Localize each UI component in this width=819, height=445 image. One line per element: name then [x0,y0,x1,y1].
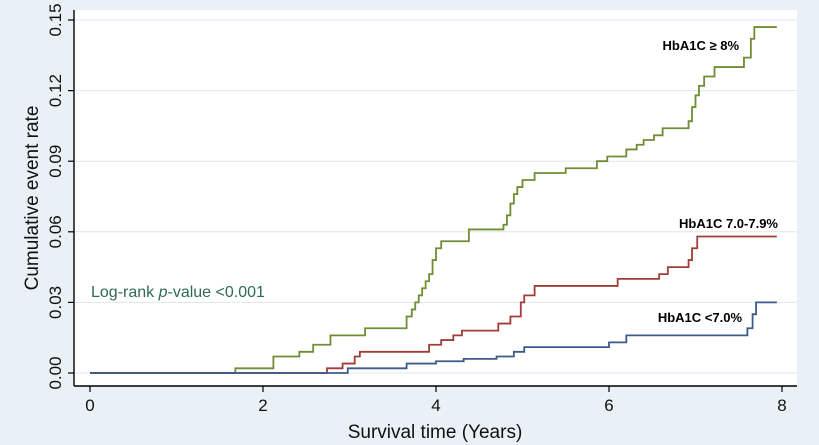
x-tick-label: 8 [777,396,786,415]
logrank-p: p [158,284,168,301]
x-tick-label: 0 [85,396,94,415]
y-tick-label: 0.00 [46,356,65,389]
logrank-suffix: -value <0.001 [168,284,266,301]
x-tick-label: 6 [604,396,613,415]
plot-area [74,10,797,386]
series-layer [90,26,777,374]
series-line-0 [90,26,777,374]
x-tick-label: 4 [431,396,440,415]
x-tick-label: 2 [258,396,267,415]
series-line-1 [90,235,777,374]
y-tick-label: 0.15 [46,3,65,36]
logrank-annotation: Log-rank p-value <0.001 [91,284,265,301]
y-tick-label: 0.06 [46,215,65,248]
x-ticks: 0 2 4 6 8 [85,386,787,415]
series-line-2 [90,301,777,374]
grid-lines [74,19,797,374]
series-label-high: HbA1C ≥ 8% [663,38,740,53]
series-label-low: HbA1C <7.0% [658,310,743,325]
y-tick-label: 0.09 [46,145,65,178]
series-label-mid: HbA1C 7.0-7.9% [679,216,778,231]
y-tick-label: 0.03 [46,286,65,319]
x-axis-title: Survival time (Years) [348,422,523,443]
y-ticks: 0.00 0.03 0.06 0.09 0.12 0.15 [46,3,74,390]
logrank-prefix: Log-rank [91,284,159,301]
y-tick-label: 0.12 [46,74,65,107]
y-axis-title: Cumulative event rate [22,106,43,291]
